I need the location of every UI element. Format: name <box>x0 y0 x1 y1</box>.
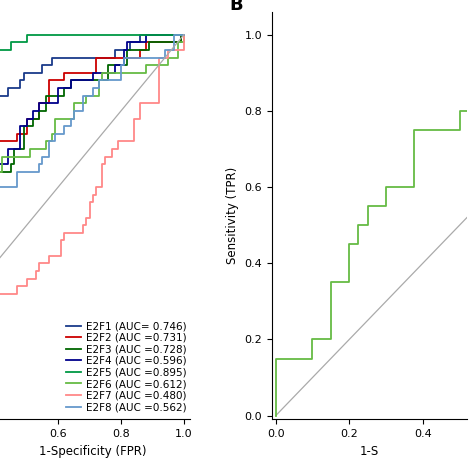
Text: B: B <box>229 0 243 14</box>
Y-axis label: Sensitivity (TPR): Sensitivity (TPR) <box>226 167 239 264</box>
Legend: E2F1 (AUC= 0.746), E2F2 (AUC =0.731), E2F3 (AUC =0.728), E2F4 (AUC =0.596), E2F5: E2F1 (AUC= 0.746), E2F2 (AUC =0.731), E2… <box>64 319 189 414</box>
X-axis label: 1-Specificity (FPR): 1-Specificity (FPR) <box>39 445 146 458</box>
X-axis label: 1-S: 1-S <box>360 445 379 458</box>
